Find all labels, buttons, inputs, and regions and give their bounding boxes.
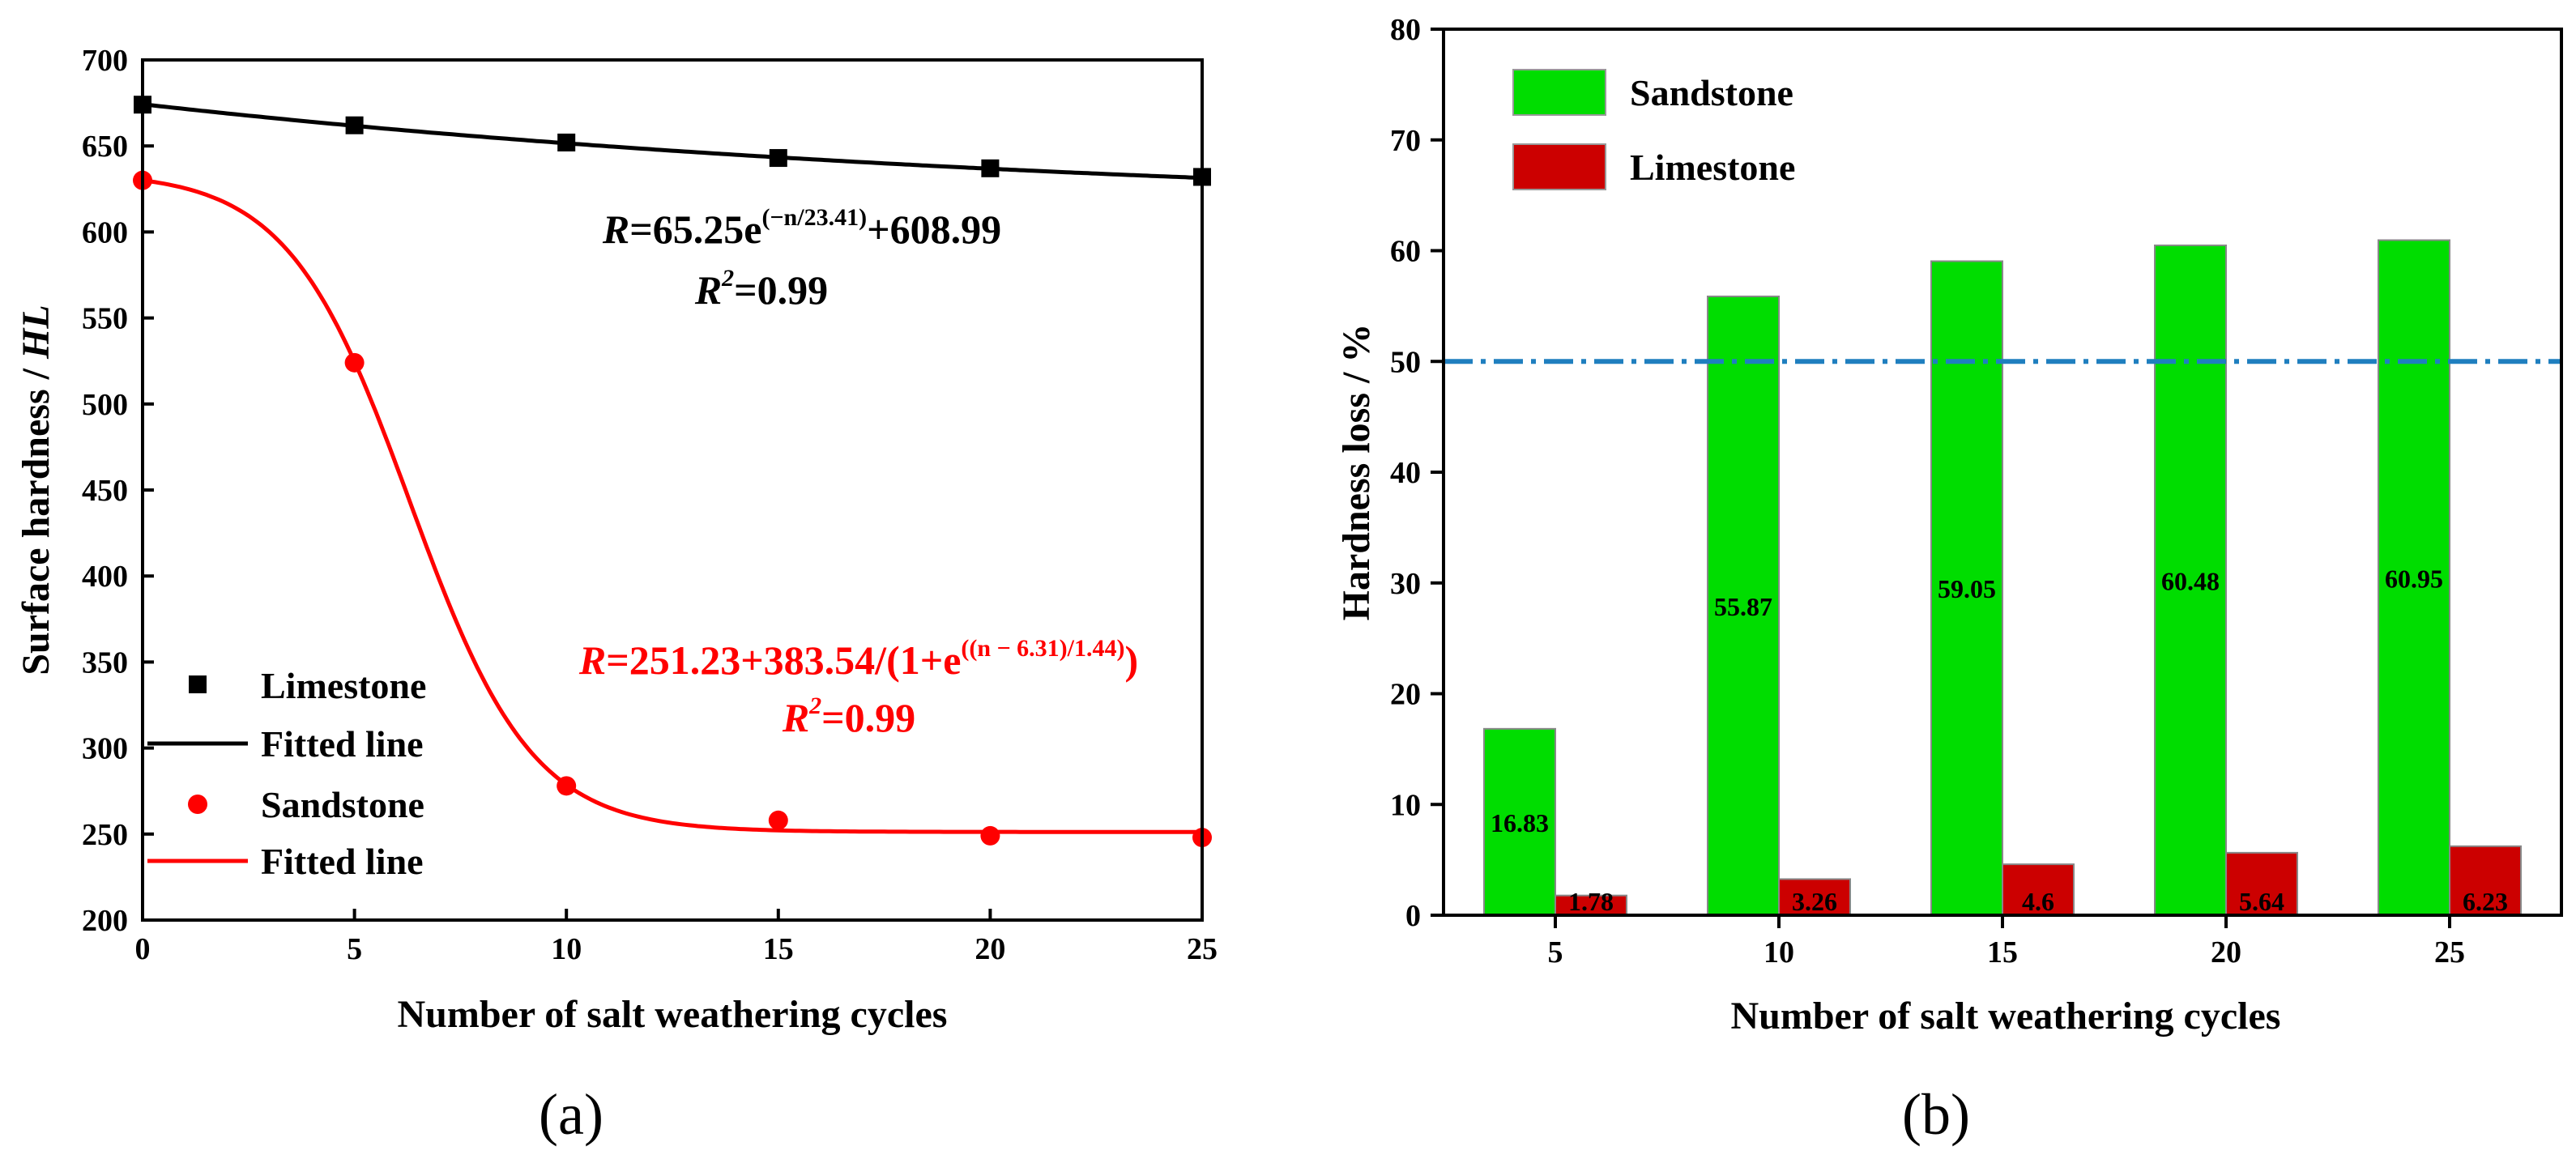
limestone-fit-r2: R2=0.99	[694, 265, 828, 313]
limestone-bar-value-label: 4.6	[2022, 887, 2054, 916]
panel-b-y-tick-label: 20	[1390, 678, 1421, 712]
sandstone-bar-value-label: 55.87	[1714, 592, 1772, 621]
panel-a-y-tick-label: 400	[82, 560, 128, 594]
panel-a-y-tick-label: 450	[82, 474, 128, 508]
sandstone-data-point	[344, 352, 365, 373]
panel-b-y-axis-title: Hardness loss / %	[1335, 324, 1378, 621]
legend-limestone-bar-label: Limestone	[1630, 147, 1795, 188]
limestone-bar-value-label: 6.23	[2463, 887, 2508, 916]
legend-sandstone-fit-label: Fitted line	[261, 841, 424, 882]
panel-a-y-tick-label: 550	[82, 302, 128, 336]
limestone-fitted-line	[142, 102, 1203, 181]
panel-a-x-axis-title: Number of salt weathering cycles	[398, 993, 948, 1036]
sandstone-fit-r2: R2=0.99	[782, 692, 915, 740]
panel-a-y-tick-label: 600	[82, 215, 128, 249]
panel-b-x-tick-label: 15	[1987, 935, 2018, 969]
legend-limestone-marker	[189, 675, 207, 693]
sandstone-bar	[2154, 244, 2227, 917]
panel-b-y-tick-label: 0	[1405, 899, 1421, 933]
limestone-bar-value-label: 3.26	[1792, 887, 1837, 916]
sandstone-bar-value-label: 60.48	[2161, 566, 2220, 595]
panel-b-y-tick-label: 70	[1390, 124, 1421, 158]
panel-a-label: (a)	[539, 1082, 603, 1147]
panel-b-y-tick-label: 50	[1390, 345, 1421, 379]
panel-a-legend: Limestone Fitted line Sandstone Fitted l…	[147, 665, 426, 882]
panel-b-x-tick-label: 10	[1764, 935, 1794, 969]
legend-sandstone-marker	[188, 795, 207, 814]
panel-b-x-axis-title: Number of salt weathering cycles	[1731, 995, 2281, 1038]
sandstone-bar	[1707, 295, 1780, 917]
limestone-data-point	[557, 133, 576, 151]
panel-b-x-tick-label: 20	[2211, 935, 2241, 969]
panel-a-y-tick-label: 650	[82, 130, 128, 164]
limestone-fit-equation: R=65.25e(−n/23.41)+608.99	[602, 204, 1001, 252]
panel-b-x-tick-label: 5	[1548, 935, 1563, 969]
panel-a-y-tick-label: 700	[82, 44, 128, 78]
legend-limestone-swatch	[1512, 143, 1606, 190]
limestone-bar	[2002, 863, 2075, 916]
panel-b-y-tick-label: 40	[1390, 456, 1421, 490]
panel-a-x-tick-label: 20	[975, 932, 1005, 966]
sandstone-data-point	[557, 776, 577, 796]
panel-a-x-tick-label: 15	[763, 932, 794, 966]
panel-a-x-tick-label: 0	[135, 932, 151, 966]
panel-b-y-tick-label: 30	[1390, 567, 1421, 601]
limestone-bar-value-label: 1.78	[1568, 887, 1614, 916]
sandstone-data-point	[768, 810, 788, 830]
sandstone-fit-equation: R=251.23+383.54/(1+e((n − 6.31)/1.44))	[578, 635, 1138, 683]
panel-a-x-tick-label: 10	[551, 932, 582, 966]
panel-b-y-tick-label: 10	[1390, 788, 1421, 822]
legend-limestone-label: Limestone	[261, 665, 426, 706]
panel-b-y-tick-label: 60	[1390, 235, 1421, 269]
sandstone-data-point	[980, 825, 1000, 846]
sandstone-bar	[1930, 260, 2003, 916]
limestone-data-point	[769, 149, 787, 168]
legend-sandstone-bar-label: Sandstone	[1630, 72, 1793, 113]
limestone-data-point	[981, 159, 1000, 177]
panel-b-bar-chart: 0 10 20 30 40 50 60 70 80 5 10 15 20 25 16.83 1.78 55.8…	[1335, 13, 2563, 1147]
panel-b-label: (b)	[1902, 1082, 1970, 1147]
panel-b-y-tick-label: 80	[1390, 13, 1421, 47]
limestone-bar	[2449, 845, 2522, 917]
legend-sandstone-label: Sandstone	[261, 784, 424, 825]
limestone-bar	[2225, 851, 2298, 917]
panel-a-y-tick-label: 350	[82, 646, 128, 680]
limestone-bar	[1778, 878, 1851, 917]
panel-b-legend: Sandstone Limestone	[1512, 69, 1795, 190]
limestone-bar	[1555, 894, 1627, 916]
sandstone-bar-value-label: 16.83	[1491, 808, 1549, 837]
panel-a-x-tick-label: 25	[1187, 932, 1218, 966]
panel-a-y-axis-title: Surface hardness / HL	[15, 305, 58, 675]
panel-b-x-tick-label: 25	[2434, 935, 2465, 969]
limestone-data-point	[345, 116, 364, 134]
sandstone-bar-value-label: 59.05	[1938, 574, 1996, 603]
sandstone-bar-value-label: 60.95	[2385, 564, 2443, 593]
panel-a-x-tick-label: 5	[347, 932, 362, 966]
limestone-bar-value-label: 5.64	[2239, 887, 2284, 916]
panel-a-y-tick-label: 250	[82, 818, 128, 852]
legend-sandstone-swatch	[1512, 69, 1606, 116]
sandstone-fitted-line	[142, 178, 1202, 834]
panel-a-y-tick-label: 200	[82, 904, 128, 938]
panel-a-line-chart: 0 5 10 15 20 25 200 250 300 350 400 450 500 550 600 650…	[15, 44, 1218, 1147]
legend-limestone-fit-label: Fitted line	[261, 723, 424, 765]
panel-a-y-tick-label: 500	[82, 388, 128, 422]
panel-a-y-tick-label: 300	[82, 732, 128, 766]
sandstone-bar	[2378, 239, 2450, 917]
